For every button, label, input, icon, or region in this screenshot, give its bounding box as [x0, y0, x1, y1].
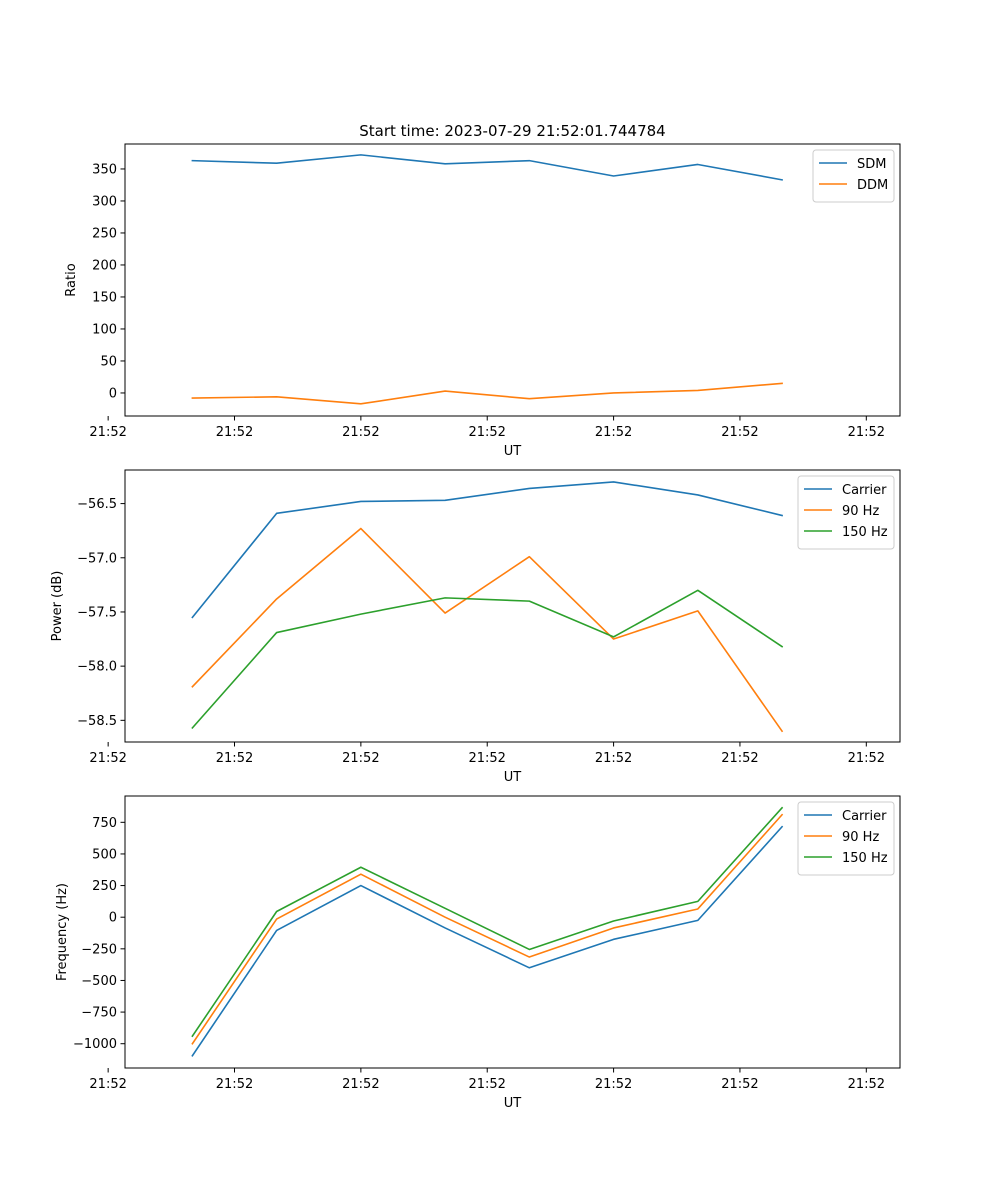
x-tick-label: 21:52: [216, 751, 253, 766]
y-tick-label: −500: [81, 974, 117, 989]
y-tick-label: 250: [92, 226, 117, 241]
plot-frame: [124, 795, 901, 1069]
y-tick-label: 750: [92, 816, 117, 831]
x-tick-label: 21:52: [721, 751, 758, 766]
x-tick-label: 21:52: [342, 751, 379, 766]
y-tick-label: 300: [92, 194, 117, 209]
x-axis-label: UT: [504, 1096, 522, 1111]
series-line-ddm: [191, 382, 783, 405]
x-tick-label: 21:52: [595, 425, 632, 440]
series-line-sdm: [191, 154, 784, 181]
legend-label: 150 Hz: [842, 851, 888, 866]
y-tick-label: 350: [92, 162, 117, 177]
legend-label: 150 Hz: [842, 525, 888, 540]
legend-label: 90 Hz: [842, 504, 879, 519]
chart-panel-2: 21:52 21:52 21:52 21:52 21:52 21:52 21:52 −58.5…: [50, 469, 901, 785]
legend-label: SDM: [857, 157, 886, 172]
y-tick-label: −750: [81, 1006, 117, 1021]
y-tick-label: −58.5: [77, 714, 117, 729]
x-tick-label: 21:52: [468, 1077, 505, 1092]
series-line-90-hz: [191, 813, 784, 1045]
x-tick-label: 21:52: [848, 751, 885, 766]
series-line-carrier: [191, 825, 784, 1057]
y-tick-label: 0: [109, 911, 117, 926]
chart-panel-1: 21:52 21:52 21:52 21:52 21:52 21:52 21:52 0 50 10…: [64, 122, 901, 459]
x-tick-label: 21:52: [595, 751, 632, 766]
x-tick-label: 21:52: [342, 1077, 379, 1092]
x-tick-label: 21:52: [848, 425, 885, 440]
y-tick-label: 150: [92, 290, 117, 305]
y-tick-label: −57.0: [77, 551, 117, 566]
x-tick-label: 21:52: [216, 425, 253, 440]
series-line-carrier: [191, 481, 784, 619]
x-tick-label: 21:52: [89, 751, 126, 766]
y-axis-label: Frequency (Hz): [55, 883, 70, 981]
y-tick-label: 100: [92, 322, 117, 337]
legend: SDM DDM: [812, 149, 895, 203]
plot-frame: [124, 469, 901, 743]
y-tick-label: 0: [109, 386, 117, 401]
series-line-90-hz: [191, 527, 784, 733]
y-tick-label: 250: [92, 879, 117, 894]
y-tick-label: −56.5: [77, 497, 117, 512]
x-tick-label: 21:52: [89, 425, 126, 440]
y-tick-label: −57.5: [77, 605, 117, 620]
x-tick-label: 21:52: [848, 1077, 885, 1092]
chart-title: Start time: 2023-07-29 21:52:01.744784: [359, 122, 665, 140]
legend: Carrier 90 Hz 150 Hz: [797, 475, 895, 550]
legend-label: 90 Hz: [842, 830, 879, 845]
x-tick-label: 21:52: [595, 1077, 632, 1092]
y-tick-label: −58.0: [77, 660, 117, 675]
legend-label: Carrier: [842, 483, 887, 498]
y-tick-label: 200: [92, 258, 117, 273]
x-tick-label: 21:52: [721, 1077, 758, 1092]
chart-panel-3: 21:52 21:52 21:52 21:52 21:52 21:52 21:52 −1000…: [55, 795, 901, 1111]
legend-label: DDM: [857, 178, 888, 193]
y-tick-label: −1000: [73, 1037, 117, 1052]
x-tick-label: 21:52: [216, 1077, 253, 1092]
y-tick-label: 50: [100, 354, 117, 369]
x-tick-label: 21:52: [89, 1077, 126, 1092]
series-line-150-hz: [191, 589, 784, 730]
legend: Carrier 90 Hz 150 Hz: [797, 801, 895, 876]
x-tick-label: 21:52: [468, 751, 505, 766]
y-axis-label: Ratio: [64, 263, 79, 296]
y-axis-label: Power (dB): [50, 571, 65, 642]
legend-label: Carrier: [842, 809, 887, 824]
y-tick-label: −250: [81, 942, 117, 957]
x-tick-label: 21:52: [468, 425, 505, 440]
series-line-150-hz: [191, 806, 784, 1038]
plot-frame: [124, 143, 901, 417]
x-tick-label: 21:52: [721, 425, 758, 440]
x-axis-label: UT: [504, 770, 522, 785]
y-tick-label: 500: [92, 847, 117, 862]
x-tick-label: 21:52: [342, 425, 379, 440]
x-axis-label: UT: [504, 444, 522, 459]
